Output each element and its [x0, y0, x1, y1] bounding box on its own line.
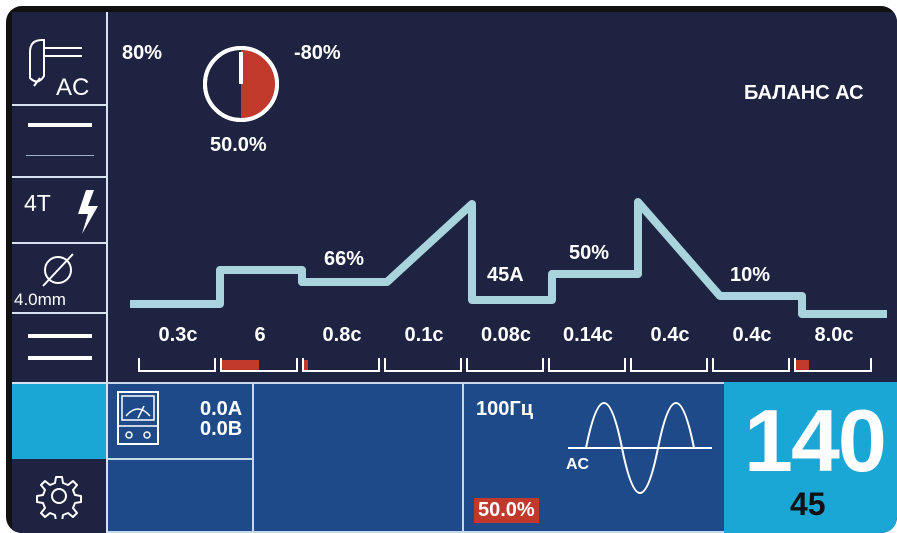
parameter-level-9: [796, 360, 809, 370]
welding-cycle-graph[interactable]: [112, 192, 892, 342]
parameter-bar-2: [220, 358, 298, 372]
diameter-label: 4.0mm: [14, 290, 66, 309]
diameter-icon: [42, 253, 74, 287]
dc-line-icon: [28, 123, 92, 127]
parameter-bar-3: [302, 358, 380, 372]
balance-badge: 50.0%: [474, 498, 539, 523]
parameter-value-7[interactable]: 0.4с: [650, 324, 690, 346]
balance-max-label: -80%: [294, 42, 341, 64]
parameter-value-1[interactable]: 0.3с: [158, 324, 198, 346]
parameter-value-9[interactable]: 8.0с: [814, 324, 854, 346]
parameter-bar-8: [712, 358, 790, 372]
mode-label: AC: [56, 74, 90, 101]
parameter-value-3[interactable]: 0.8с: [322, 324, 362, 346]
sidebar-cyan-panel[interactable]: [12, 384, 108, 459]
blank-panel[interactable]: [252, 382, 464, 533]
welder-screen: AC 4T 4.0mm 80% -80% 50.0%: [12, 12, 897, 533]
balance-value: 50.0%: [210, 134, 267, 156]
settings-button[interactable]: [12, 459, 108, 533]
base-current-label: 45A: [487, 264, 524, 286]
parameter-bar-7: [630, 358, 708, 372]
menu-line-icon: [28, 334, 92, 338]
ac-sine-wave-icon: [568, 402, 712, 494]
parameter-bar-9: [794, 358, 872, 372]
main-current-panel[interactable]: 140 45: [724, 382, 897, 533]
parameter-level-2: [222, 360, 259, 370]
sidebar-item-trigger[interactable]: 4T: [12, 178, 108, 244]
pulse-percent-label: 50%: [569, 242, 610, 264]
parameter-level-3: [304, 360, 308, 370]
end-percent-label: 10%: [730, 264, 771, 286]
parameter-value-6[interactable]: 0.14с: [562, 324, 614, 346]
parameter-bar-4: [384, 358, 462, 372]
ac-label: AC: [566, 456, 590, 473]
menu-line-icon: [28, 356, 92, 360]
parameter-bar-5: [466, 358, 544, 372]
gear-icon: [36, 476, 82, 519]
frequency-panel[interactable]: 100Гц AC 50.0%: [462, 382, 726, 533]
divider-line: [26, 155, 94, 156]
lightning-icon: [78, 190, 98, 234]
sidebar-item-electrode-diameter[interactable]: 4.0mm: [12, 244, 108, 314]
meter-icon: [117, 391, 159, 445]
sidebar-item-menu[interactable]: [12, 314, 108, 384]
parameter-bar-1: [138, 358, 216, 372]
parameter-value-4[interactable]: 0.1с: [404, 324, 444, 346]
frequency-value: 100Гц: [476, 398, 534, 420]
parameter-value-8[interactable]: 0.4с: [732, 324, 772, 346]
secondary-current-value: 45: [790, 486, 826, 522]
balance-min-label: 80%: [122, 42, 163, 64]
sidebar-item-output-mode[interactable]: [12, 106, 108, 178]
sidebar-item-process-mode[interactable]: AC: [12, 12, 108, 106]
device-bezel: AC 4T 4.0mm 80% -80% 50.0%: [6, 6, 897, 533]
parameter-value-2[interactable]: 6: [254, 324, 266, 346]
tig-torch-icon: [29, 39, 82, 87]
parameter-value-5[interactable]: 0.08с: [480, 324, 532, 346]
balance-pie-icon: [203, 46, 279, 122]
page-title: БАЛАНС АС: [744, 82, 864, 104]
current-readout: 0.0A: [200, 398, 243, 420]
parameter-bar-6: [548, 358, 626, 372]
voltage-readout: 0.0B: [200, 418, 243, 440]
trigger-label: 4T: [24, 190, 51, 216]
main-current-value: 140: [744, 391, 887, 490]
meter-panel[interactable]: 0.0A 0.0B: [108, 382, 254, 533]
upslope-percent-label: 66%: [324, 248, 365, 270]
